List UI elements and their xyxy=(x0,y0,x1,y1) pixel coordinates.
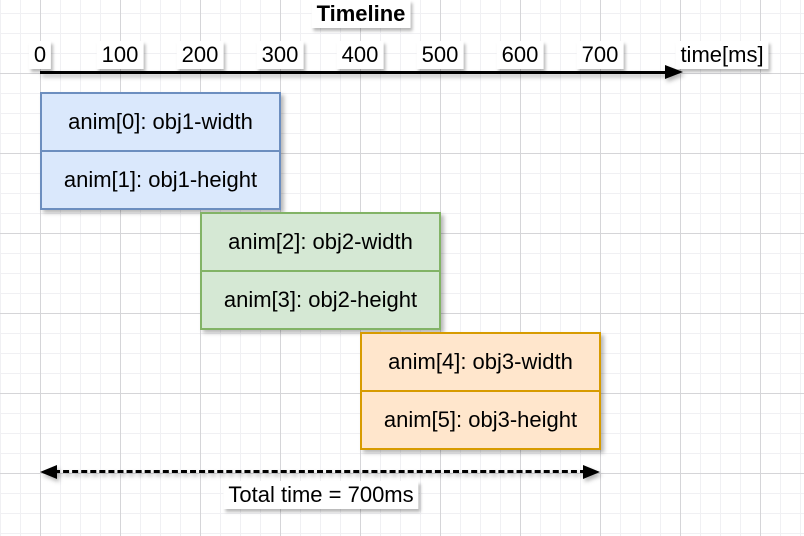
total-time-label: Total time = 700ms xyxy=(223,481,419,509)
arrowhead-right-icon xyxy=(583,465,600,479)
track-obj2: anim[2]: obj2-width anim[3]: obj2-height xyxy=(200,212,441,330)
track-obj3-row-height: anim[5]: obj3-height xyxy=(360,390,601,450)
time-axis-line xyxy=(40,71,668,74)
track-obj1-row-width: anim[0]: obj1-width xyxy=(40,92,281,152)
tick-label-700: 700 xyxy=(576,41,624,69)
track-obj3-row-width: anim[4]: obj3-width xyxy=(360,332,601,392)
tick-label-200: 200 xyxy=(176,41,224,69)
track-obj3: anim[4]: obj3-width anim[5]: obj3-height xyxy=(360,332,601,450)
track-obj2-row-height: anim[3]: obj2-height xyxy=(200,270,441,330)
arrowhead-left-icon xyxy=(40,465,57,479)
tick-label-0: 0 xyxy=(28,41,52,69)
axis-unit-label: time[ms] xyxy=(675,41,769,69)
total-time-dashed-line xyxy=(54,470,586,473)
track-obj1: anim[0]: obj1-width anim[1]: obj1-height xyxy=(40,92,281,210)
track-obj1-row-height: anim[1]: obj1-height xyxy=(40,150,281,210)
tick-label-600: 600 xyxy=(496,41,544,69)
track-obj2-row-width: anim[2]: obj2-width xyxy=(200,212,441,272)
total-time-arrow xyxy=(40,464,600,482)
tick-label-100: 100 xyxy=(96,41,144,69)
tick-label-500: 500 xyxy=(416,41,464,69)
tick-label-400: 400 xyxy=(336,41,384,69)
tick-label-300: 300 xyxy=(256,41,304,69)
diagram-title: Timeline xyxy=(311,0,411,28)
